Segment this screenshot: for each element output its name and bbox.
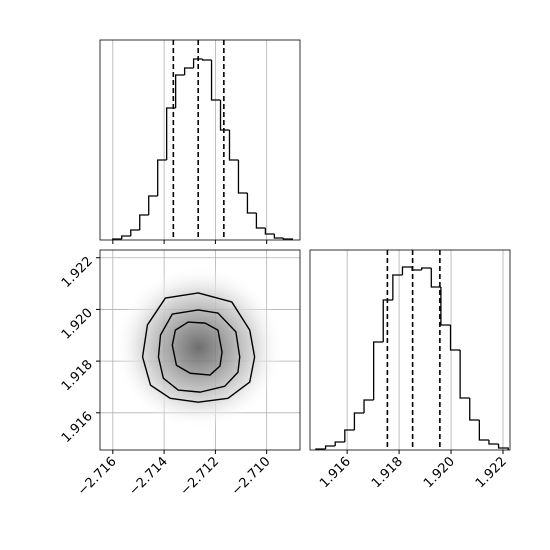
histogram-bin: [392, 274, 403, 300]
y-tick-label: 1.918: [59, 357, 96, 394]
contour-line: [157, 309, 241, 393]
histogram-bin: [166, 107, 176, 160]
histogram-bin: [440, 287, 451, 326]
histogram-bin: [264, 228, 275, 235]
histogram-bin: [201, 59, 212, 61]
histogram-bin: [228, 130, 239, 161]
histogram-bin: [469, 398, 480, 421]
histogram-bin: [334, 441, 345, 446]
histogram-bin: [430, 268, 441, 288]
x-tick-label: −2.716: [75, 454, 120, 499]
axes-frame: [99, 249, 301, 451]
histogram-bin: [324, 445, 336, 449]
y-tick-label: 1.916: [59, 409, 96, 446]
histogram-bin: [157, 159, 167, 196]
x-tick-label: 1.916: [317, 454, 354, 491]
x-tick-label: −2.714: [126, 454, 171, 499]
histogram-bin: [210, 60, 221, 101]
axes-frame: [99, 39, 301, 241]
histogram-bin: [449, 325, 461, 351]
histogram-bin: [282, 238, 293, 240]
histogram-bin: [363, 399, 374, 413]
axes-frame: [309, 249, 511, 451]
histogram-bin: [497, 444, 509, 450]
histogram-bin: [130, 229, 140, 236]
histogram-bin: [488, 440, 499, 445]
x-tick-label: 1.922: [473, 454, 510, 491]
y-tick-label: 1.920: [59, 306, 96, 343]
histogram-bin: [183, 67, 194, 75]
contour-line: [171, 321, 223, 376]
histogram-bin: [121, 235, 131, 239]
histogram-bin: [273, 234, 284, 239]
x-tick-label: −2.710: [229, 454, 274, 499]
contour-line: [141, 292, 256, 403]
histogram-bin: [459, 350, 470, 399]
histogram-bin: [246, 193, 257, 214]
x-tick-label: −2.712: [178, 454, 223, 499]
histogram-bin: [139, 214, 149, 230]
histogram-bin: [148, 195, 158, 215]
histogram-bin: [237, 160, 248, 194]
histogram-bin: [353, 412, 365, 430]
density-shading: [113, 265, 284, 430]
histogram-bin: [174, 74, 185, 108]
histogram-bin: [382, 299, 393, 342]
histogram-bin: [421, 267, 432, 270]
histogram-bin: [401, 266, 413, 275]
histogram-bin: [478, 420, 489, 441]
histogram-bin: [344, 429, 355, 442]
histogram-bin: [372, 341, 384, 400]
histogram-bin: [411, 267, 422, 271]
histogram-bin: [219, 100, 230, 131]
histogram-bin: [192, 58, 203, 68]
y-tick-label: 1.922: [59, 254, 96, 291]
x-tick-label: 1.918: [369, 454, 406, 491]
histogram-bin: [255, 213, 266, 229]
x-tick-label: 1.920: [421, 454, 458, 491]
